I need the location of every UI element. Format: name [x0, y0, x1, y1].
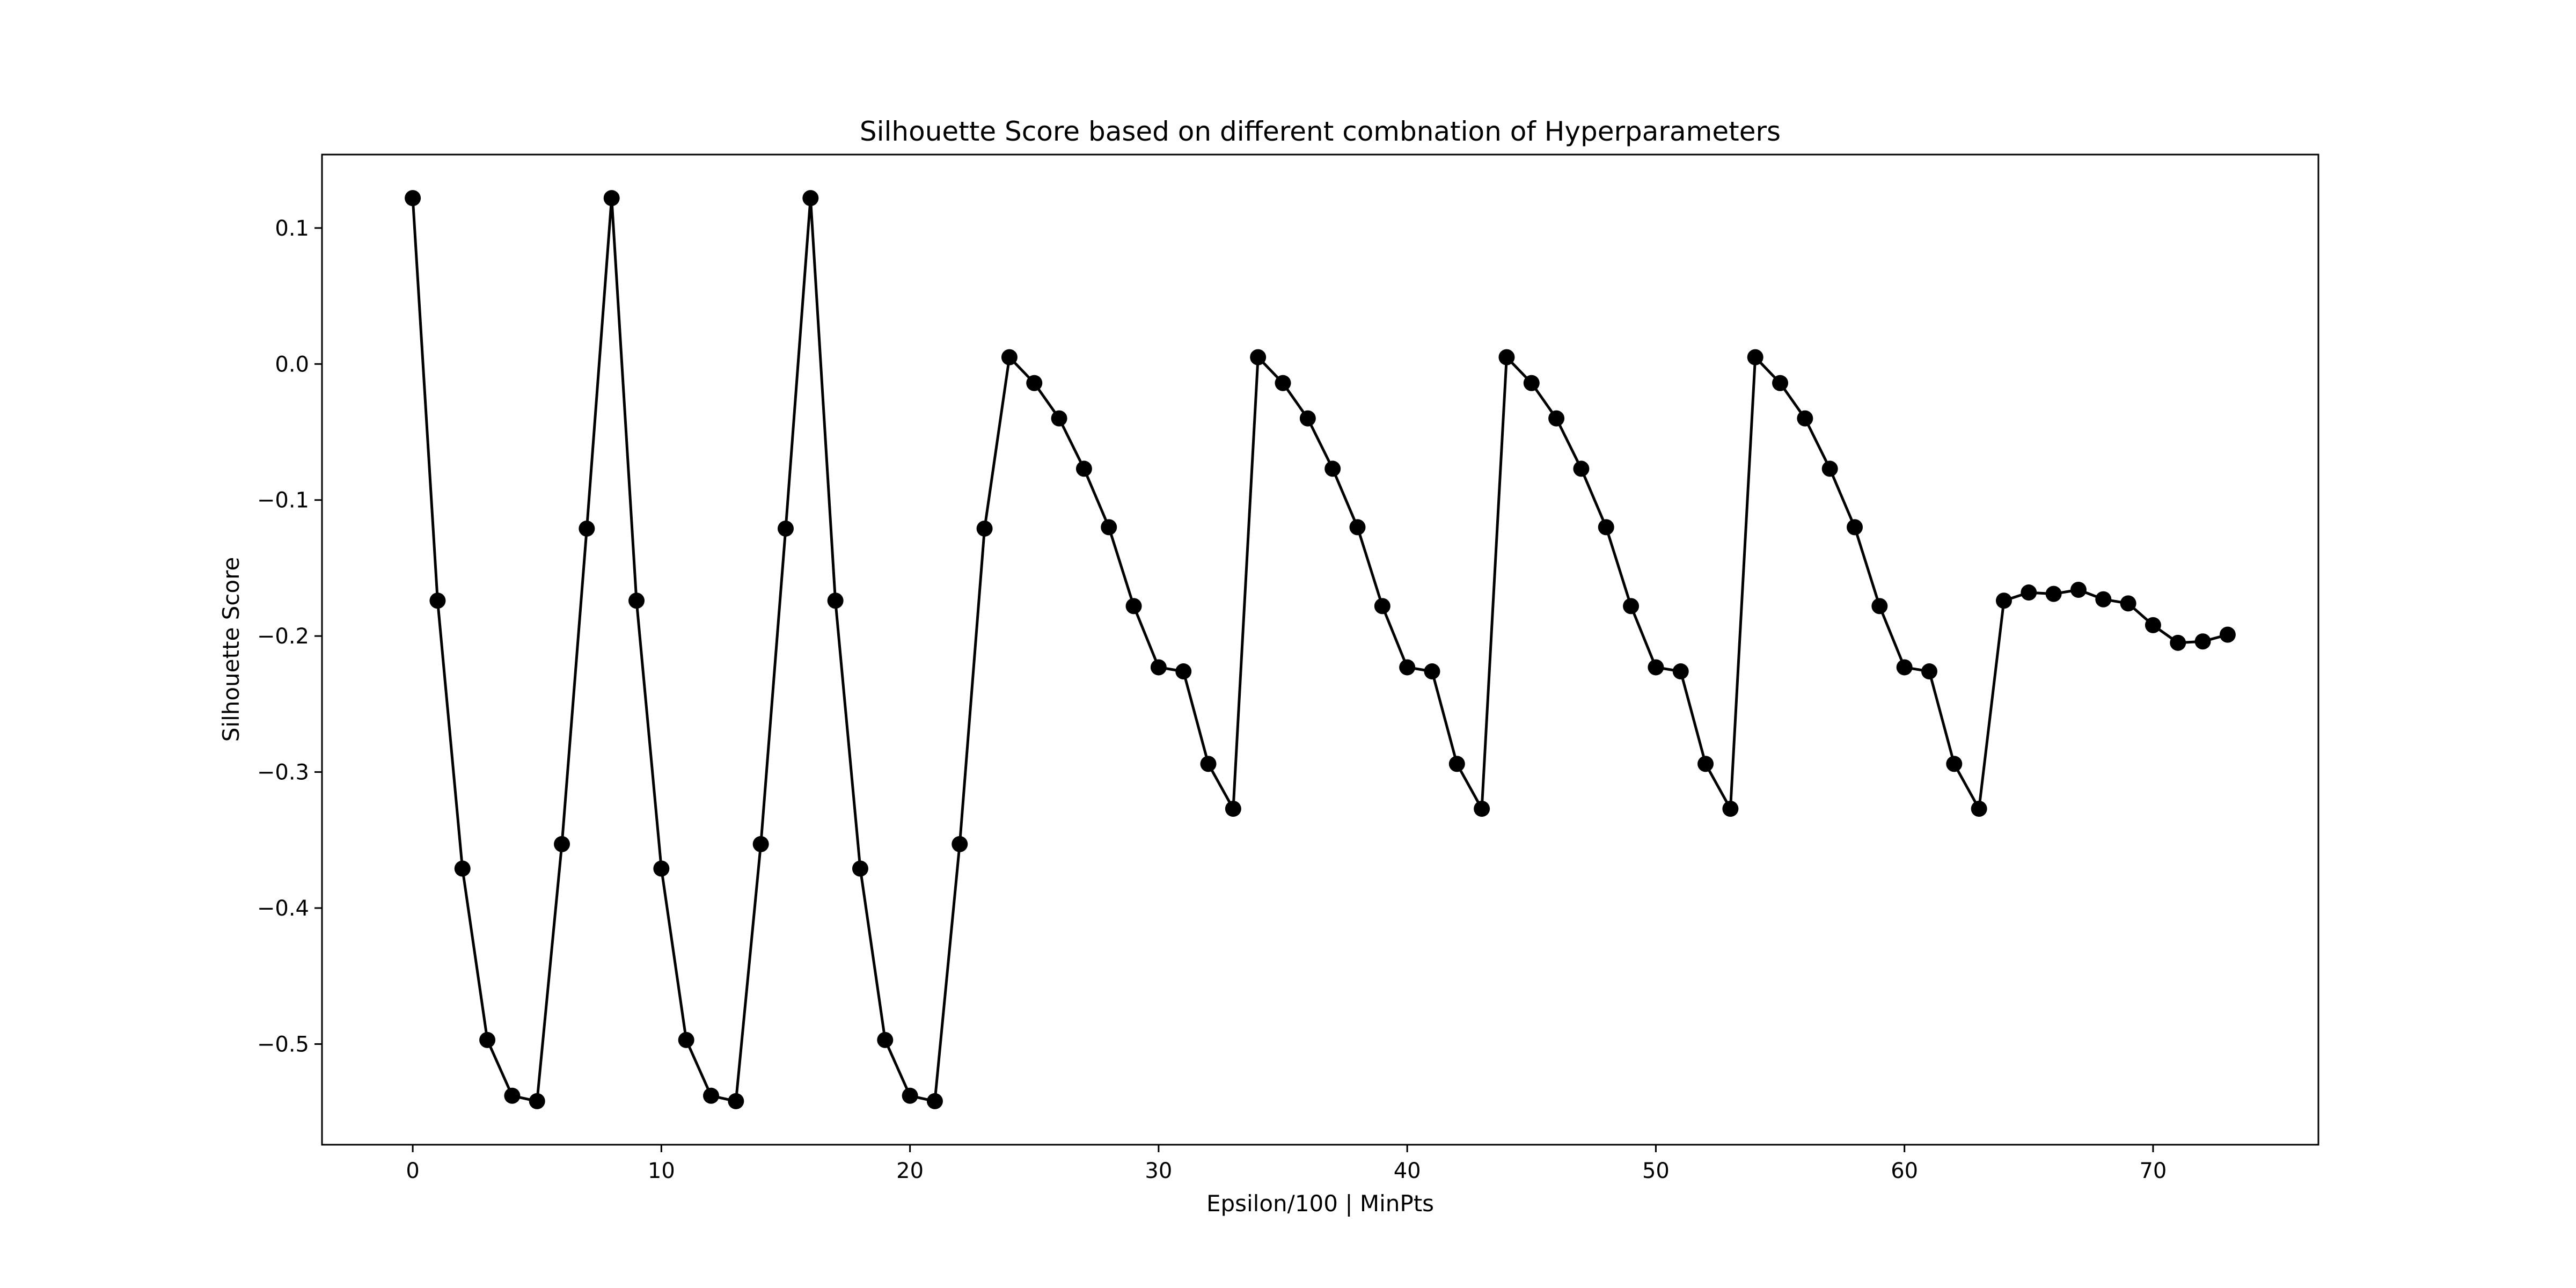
data-point — [1051, 410, 1067, 427]
x-tick-label: 10 — [648, 1159, 675, 1183]
y-tick-label: −0.2 — [257, 624, 309, 649]
data-point — [777, 520, 794, 537]
x-tick-label: 60 — [1891, 1159, 1918, 1183]
data-point — [2170, 634, 2186, 651]
data-point — [1101, 519, 1117, 536]
data-point — [1250, 349, 1267, 365]
data-point — [752, 836, 769, 852]
plot-frame — [321, 153, 2319, 1146]
data-point — [603, 190, 620, 207]
data-point — [2095, 591, 2112, 608]
data-point — [952, 836, 968, 852]
data-point — [479, 1031, 496, 1048]
data-point — [1075, 460, 1092, 477]
data-point — [405, 190, 421, 207]
data-point — [802, 190, 819, 207]
y-tick-label: 0.0 — [275, 352, 309, 377]
data-point — [1672, 663, 1689, 680]
data-point — [1772, 375, 1789, 391]
data-point — [1399, 659, 1416, 676]
data-point — [1946, 756, 1963, 772]
data-point — [852, 860, 868, 877]
y-tick-label: −0.4 — [257, 896, 309, 921]
data-point — [2145, 617, 2161, 633]
data-point — [1001, 349, 1018, 365]
x-tick-label: 50 — [1642, 1159, 1670, 1183]
data-point — [1424, 663, 1440, 680]
data-point — [1299, 410, 1316, 427]
y-tick-label: −0.5 — [257, 1032, 309, 1057]
data-point — [2070, 581, 2087, 598]
data-point — [926, 1093, 943, 1109]
data-point — [1150, 659, 1167, 676]
data-point — [1623, 598, 1640, 614]
x-axis-label: Epsilon/100 | MinPts — [1206, 1190, 1434, 1217]
data-point — [1349, 519, 1366, 536]
data-point — [2219, 626, 2236, 643]
data-point — [2120, 595, 2136, 612]
x-tick-label: 0 — [406, 1159, 419, 1183]
data-point — [1797, 410, 1813, 427]
data-point — [1648, 659, 1664, 676]
data-point — [703, 1087, 720, 1104]
data-point — [678, 1031, 694, 1048]
data-point — [2045, 586, 2062, 602]
data-point — [529, 1093, 545, 1109]
y-axis-ticks: 0.1 0.0 −0.1 −0.2 −0.3 −0.4 −0.5 — [257, 216, 322, 1057]
data-point — [504, 1087, 521, 1104]
data-point — [1598, 519, 1614, 536]
y-tick-label: −0.3 — [257, 760, 309, 785]
x-tick-label: 70 — [2139, 1159, 2167, 1183]
data-point — [1921, 663, 1937, 680]
x-tick-label: 20 — [896, 1159, 924, 1183]
data-point — [1821, 460, 1838, 477]
data-point — [1026, 375, 1043, 391]
data-point — [1225, 801, 1241, 817]
data-point — [1523, 375, 1540, 391]
data-point — [1995, 592, 2012, 609]
data-point — [1548, 410, 1565, 427]
data-point — [902, 1087, 918, 1104]
y-tick-label: −0.1 — [257, 488, 309, 513]
data-point — [1573, 460, 1590, 477]
series-points — [405, 190, 2236, 1109]
data-point — [827, 592, 844, 609]
data-point — [1175, 663, 1192, 680]
data-point — [1374, 598, 1391, 614]
data-point — [1324, 460, 1341, 477]
data-point — [454, 860, 471, 877]
data-point — [1896, 659, 1913, 676]
data-point — [554, 836, 570, 852]
data-point — [1498, 349, 1515, 365]
data-point — [1722, 801, 1739, 817]
series-line — [411, 196, 2228, 1103]
data-point — [1747, 349, 1763, 365]
data-point — [1971, 801, 1987, 817]
chart-title: Silhouette Score based on different comb… — [860, 116, 1781, 147]
y-tick-label: 0.1 — [275, 216, 309, 241]
data-point — [628, 592, 645, 609]
data-point — [1474, 801, 1490, 817]
data-point — [579, 520, 595, 537]
data-point — [1871, 598, 1888, 614]
data-point — [1125, 598, 1142, 614]
data-point — [1697, 756, 1714, 772]
data-point — [1200, 756, 1217, 772]
data-point — [1275, 375, 1291, 391]
data-point — [2194, 633, 2211, 650]
data-point — [728, 1093, 744, 1109]
data-point — [429, 592, 446, 609]
data-point — [653, 860, 670, 877]
x-tick-label: 30 — [1145, 1159, 1172, 1183]
data-point — [2021, 584, 2037, 601]
data-point — [877, 1031, 894, 1048]
data-point — [976, 520, 993, 537]
y-axis-label: Silhouette Score — [218, 557, 244, 742]
x-axis-ticks: 0 10 20 30 40 50 60 70 — [406, 1145, 2167, 1183]
data-point — [1448, 756, 1465, 772]
x-tick-label: 40 — [1394, 1159, 1421, 1183]
data-point — [1847, 519, 1863, 536]
